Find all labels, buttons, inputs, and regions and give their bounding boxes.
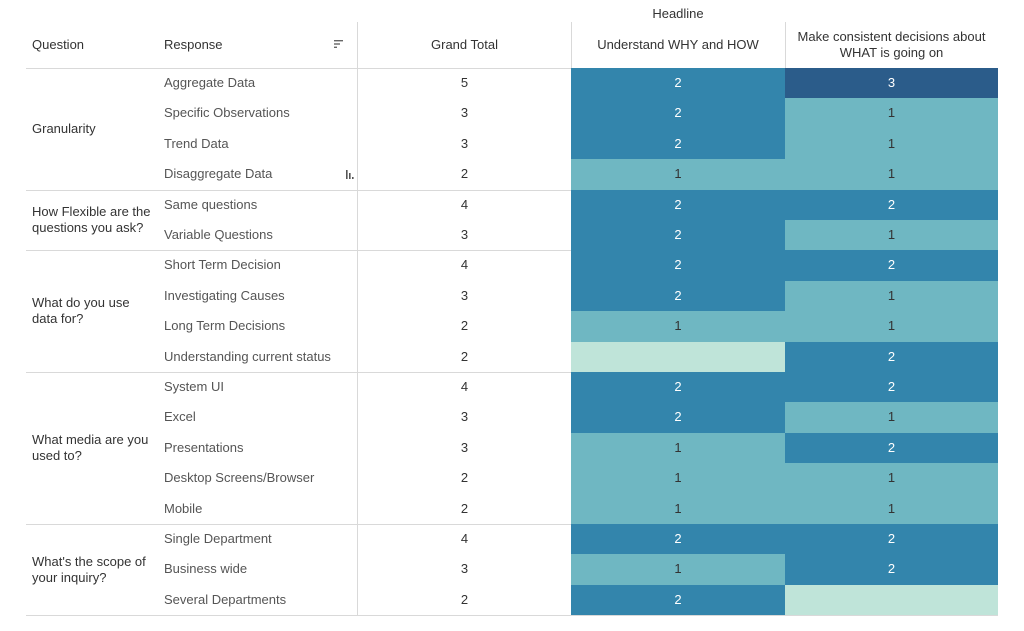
heatmap-cell[interactable]: 2 <box>785 524 998 555</box>
col1-header[interactable]: Understand WHY and HOW <box>597 37 759 52</box>
response-label[interactable]: Several Departments <box>164 591 287 607</box>
heatmap-cell[interactable]: 2 <box>571 68 785 99</box>
heatmap-cell[interactable]: 2 <box>571 220 785 251</box>
heatmap-cell[interactable]: 2 <box>785 372 998 403</box>
response-label[interactable]: Variable Questions <box>164 227 273 242</box>
grandtotal-separator <box>571 22 572 68</box>
response-label[interactable]: Specific Observations <box>164 105 290 121</box>
grand-total-value: 4 <box>460 379 469 394</box>
grand-total-value: 4 <box>460 196 469 212</box>
response-separator <box>357 22 358 616</box>
group-divider <box>26 524 998 525</box>
heatmap-cell[interactable]: 2 <box>571 584 785 616</box>
bar-chart-icon[interactable] <box>344 168 356 180</box>
headline-header: Headline <box>652 6 704 21</box>
response-label[interactable]: Mobile <box>164 500 203 516</box>
heatmap-cell[interactable] <box>571 341 785 373</box>
grand-total-value: 2 <box>460 591 469 607</box>
heatmap-cell[interactable]: 2 <box>785 554 998 586</box>
grand-total-value: 5 <box>460 75 469 90</box>
heatmap-cell[interactable]: 1 <box>785 311 998 343</box>
grand-total-value: 2 <box>460 500 469 516</box>
group-divider <box>26 250 998 252</box>
grand-total-value: 3 <box>460 105 469 121</box>
heatmap-cell[interactable]: 1 <box>785 98 998 130</box>
header-divider <box>26 68 998 69</box>
heatmap-cell[interactable]: 1 <box>785 220 998 251</box>
response-label[interactable]: Short Term Decision <box>164 257 281 273</box>
heatmap-cell[interactable]: 1 <box>571 432 785 464</box>
sort-icon[interactable] <box>333 38 345 50</box>
group-divider <box>26 372 998 373</box>
group-divider <box>26 189 998 191</box>
response-label[interactable]: Excel <box>164 409 196 425</box>
col2-header-line2: WHAT is going on <box>839 45 944 60</box>
heatmap-cell[interactable]: 1 <box>571 159 785 191</box>
heatmap-cell[interactable]: 3 <box>785 68 998 99</box>
response-label[interactable]: Trend Data <box>164 135 229 151</box>
heatmap-cell[interactable]: 1 <box>571 493 785 525</box>
response-label[interactable]: Single Department <box>164 531 272 546</box>
response-label[interactable]: Aggregate Data <box>164 75 256 90</box>
group-divider <box>26 615 998 617</box>
question-label: What's the scope of your inquiry? <box>32 553 146 585</box>
grand-total-value: 3 <box>460 135 469 151</box>
grand-total-header[interactable]: Grand Total <box>431 37 498 52</box>
heatmap-cell[interactable]: 1 <box>785 463 998 495</box>
question-column-header[interactable]: Question <box>32 37 85 52</box>
heatmap-cell[interactable]: 2 <box>785 341 998 373</box>
heatmap-cell[interactable]: 2 <box>785 250 998 282</box>
heatmap-cell[interactable]: 2 <box>571 128 785 160</box>
response-column-header[interactable]: Response <box>164 37 223 52</box>
response-label[interactable]: Understanding current status <box>164 348 331 364</box>
grand-total-value: 4 <box>460 257 469 273</box>
grand-total-value: 2 <box>460 166 469 182</box>
grand-total-value: 2 <box>460 348 469 364</box>
heatmap-cell[interactable]: 2 <box>571 250 785 282</box>
heatmap-cell[interactable]: 1 <box>571 463 785 495</box>
heatmap-cell[interactable]: 1 <box>785 402 998 434</box>
response-label[interactable]: Same questions <box>164 196 258 212</box>
heatmap-cell[interactable]: 2 <box>571 402 785 434</box>
grand-total-value: 3 <box>460 439 469 455</box>
col1-separator <box>785 22 786 68</box>
response-label[interactable]: Desktop Screens/Browser <box>164 470 315 486</box>
response-label[interactable]: Business wide <box>164 561 248 577</box>
heatmap-cell[interactable]: 2 <box>571 280 785 312</box>
grand-total-value: 3 <box>460 561 469 577</box>
heatmap-cell[interactable]: 1 <box>785 128 998 160</box>
grand-total-value: 3 <box>460 227 469 242</box>
heatmap-cell[interactable]: 2 <box>785 432 998 464</box>
grand-total-value: 2 <box>460 318 469 334</box>
grand-total-value: 3 <box>460 287 469 303</box>
col2-header[interactable]: Make consistent decisions about WHAT is … <box>785 29 998 61</box>
grand-total-value: 4 <box>460 531 469 546</box>
heatmap-cell[interactable]: 2 <box>785 189 998 221</box>
response-label[interactable]: Long Term Decisions <box>164 318 286 334</box>
question-label: What do you use data for? <box>32 295 130 327</box>
question-label: Granularity <box>32 120 96 136</box>
heatmap-cell[interactable]: 1 <box>571 311 785 343</box>
response-label[interactable]: Investigating Causes <box>164 287 285 303</box>
col2-header-line1: Make consistent decisions about <box>797 29 986 44</box>
heatmap-cell[interactable]: 2 <box>571 524 785 555</box>
grand-total-value: 3 <box>460 409 469 425</box>
question-label: How Flexible are the questions you ask? <box>32 203 151 235</box>
heatmap-cell[interactable]: 1 <box>785 159 998 191</box>
heatmap-cell[interactable] <box>785 584 998 616</box>
response-label[interactable]: Disaggregate Data <box>164 166 273 182</box>
response-label[interactable]: Presentations <box>164 439 244 455</box>
grand-total-value: 2 <box>460 470 469 486</box>
heatmap-cell[interactable]: 2 <box>571 98 785 130</box>
question-label: What media are you used to? <box>32 432 149 463</box>
heatmap-cell[interactable]: 1 <box>785 280 998 312</box>
heatmap-cell[interactable]: 1 <box>571 554 785 586</box>
response-label[interactable]: System UI <box>164 379 224 394</box>
heatmap-cell[interactable]: 1 <box>785 493 998 525</box>
heatmap-cell[interactable]: 2 <box>571 189 785 221</box>
heatmap-cell[interactable]: 2 <box>571 372 785 403</box>
